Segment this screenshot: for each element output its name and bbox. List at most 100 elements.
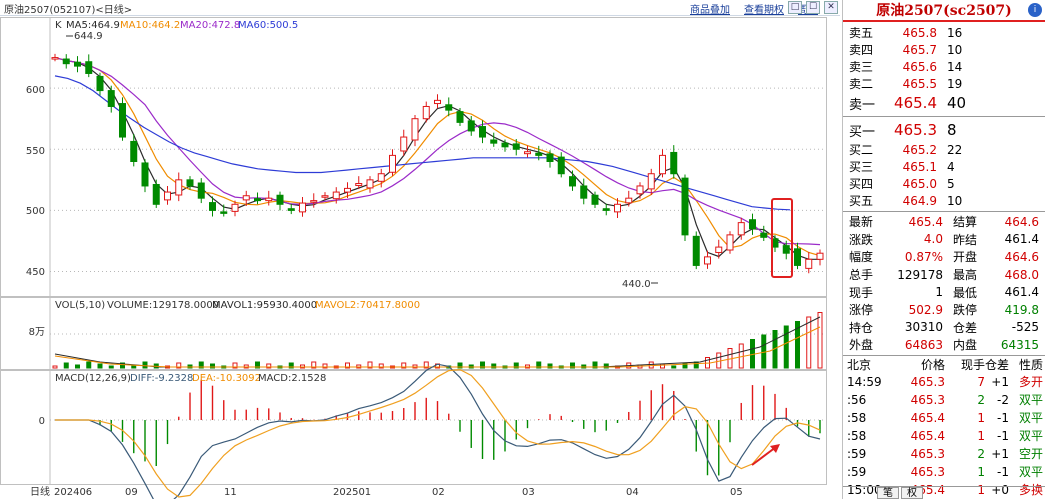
- volume-bar: [198, 361, 204, 369]
- maximize-icon[interactable]: ☐: [806, 1, 820, 14]
- volume-bar: [322, 363, 328, 369]
- restore-icon[interactable]: □: [788, 1, 802, 14]
- candle-body: [557, 156, 565, 175]
- volume-bar: [232, 362, 238, 369]
- candle-body: [377, 173, 385, 182]
- candle-body: [96, 75, 104, 92]
- volume-bar: [603, 363, 609, 369]
- stat-row: 最新 465.4 结算 464.6: [849, 214, 1039, 230]
- tick-row[interactable]: :58 465.4 1 -1 双平: [847, 410, 1043, 426]
- chart-area[interactable]: K MA5:464.9 MA10:464.2 MA20:472.8 MA60:5…: [0, 17, 840, 499]
- macd-legend-macd: MACD:2.1528: [258, 373, 326, 384]
- ask-row[interactable]: 卖二 465.5 19: [849, 76, 963, 92]
- candle-body: [794, 248, 801, 266]
- tick-row[interactable]: :58 465.4 1 -1 双平: [847, 428, 1043, 444]
- vol-legend-title: VOL(5,10): [55, 300, 105, 311]
- vol-legend-mavol2: MAVOL2:70417.8000: [315, 300, 420, 311]
- candle-body: [85, 61, 93, 74]
- tick-row[interactable]: :56 465.3 2 -2 双平: [847, 392, 1043, 408]
- book-separator: [843, 116, 1045, 117]
- macd-lines: [55, 363, 821, 499]
- contract-name: 原油2507(sc2507): [876, 3, 1012, 19]
- main-panel-frame: [0, 17, 827, 297]
- order-book-asks: 卖五 465.8 16 卖四 465.7 10 卖三 465.6 14 卖二 465.5 19 …: [843, 22, 1045, 116]
- stats-separator: [843, 211, 1045, 212]
- bid-row[interactable]: 买五 464.9 10: [849, 193, 963, 209]
- candle-body: [141, 162, 149, 187]
- candle-body: [366, 179, 374, 189]
- window-buttons: □ ☐ ✕: [788, 1, 838, 14]
- volume-bar: [120, 362, 125, 369]
- volume-bar: [671, 365, 677, 369]
- candle-body: [321, 195, 329, 198]
- ma20-line: [54, 57, 821, 246]
- moving-average-lines: [54, 57, 821, 260]
- candle-body: [445, 104, 453, 111]
- close-icon[interactable]: ✕: [824, 1, 838, 14]
- volume-bar: [491, 363, 497, 369]
- candle-body: [62, 58, 70, 65]
- overlay-products-link[interactable]: 商品叠加: [690, 5, 730, 16]
- ask-row[interactable]: 卖三 465.6 14: [849, 59, 963, 75]
- candle-body: [715, 246, 723, 253]
- candle-body: [647, 173, 655, 190]
- tick-row[interactable]: :59 465.3 2 +1 空开: [847, 446, 1043, 462]
- tick-row[interactable]: :59 465.3 1 -1 双平: [847, 464, 1043, 480]
- x-label-04: 04: [626, 487, 639, 498]
- volume-bar: [63, 362, 69, 369]
- ask-row[interactable]: 卖五 465.8 16: [849, 25, 963, 41]
- candle-body: [119, 103, 126, 138]
- annotation-arrowhead: [770, 444, 780, 453]
- x-label-11: 11: [224, 487, 237, 498]
- tab-trades[interactable]: 笔: [877, 487, 899, 499]
- dea-line: [55, 368, 821, 498]
- bid-row[interactable]: 买二 465.2 22: [849, 142, 963, 158]
- x-label-05: 05: [730, 487, 743, 498]
- candle-body: [299, 202, 306, 213]
- tick-row[interactable]: 14:59 465.3 7 +1 多开: [847, 374, 1043, 390]
- candle-body: [197, 182, 205, 199]
- tab-rights[interactable]: 权: [901, 487, 923, 499]
- x-label-02: 02: [432, 487, 445, 498]
- bid-row[interactable]: 买一 465.3 8: [849, 121, 957, 140]
- order-book-bids: 买一 465.3 8 买二 465.2 22 买三 465.1 4 买四 465.0 5 买五 4…: [843, 117, 1045, 211]
- candle-body: [614, 203, 621, 213]
- y-tick-450: 450: [26, 267, 45, 278]
- volume-bar: [378, 363, 384, 369]
- candle-body: [591, 194, 599, 205]
- candle-body: [602, 208, 610, 211]
- candle-body: [332, 191, 340, 200]
- vol-legend-volume: VOLUME:129178.0000: [107, 300, 219, 311]
- vol-y-tick: 8万: [29, 327, 45, 338]
- candle-body: [490, 139, 498, 144]
- info-icon[interactable]: i: [1028, 3, 1042, 17]
- volume-bar: [255, 361, 260, 369]
- volume-bar: [288, 362, 294, 369]
- candle-body: [434, 99, 441, 105]
- tick-rows: 14:59 465.3 7 +1 多开 :56 465.3 2 -2 双平 :58 465.4 1 -1 双…: [843, 373, 1045, 499]
- candle-body: [569, 176, 576, 187]
- volume-bar: [142, 361, 148, 369]
- candle-body: [344, 187, 351, 193]
- candle-body: [535, 152, 543, 156]
- candle-body: [512, 143, 520, 150]
- macd-y-tick: 0: [39, 416, 45, 427]
- candle-body: [659, 154, 666, 175]
- x-label-09: 09: [125, 487, 138, 498]
- candle-body: [355, 183, 363, 186]
- ma5-line: [54, 57, 820, 260]
- bid-row[interactable]: 买三 465.1 4: [849, 159, 955, 175]
- candlesticks: [51, 53, 824, 274]
- ask-row[interactable]: 卖四 465.7 10: [849, 42, 963, 58]
- ask-row[interactable]: 卖一 465.4 40: [849, 94, 967, 113]
- candle-body: [287, 208, 295, 211]
- chart-title-bar: 原油2507(052107)<日线> 商品叠加 查看期权 周期 □ ☐ ✕: [0, 0, 840, 16]
- stat-row: 现手 1 最低 461.4: [849, 285, 1039, 300]
- view-options-link[interactable]: 查看期权: [744, 5, 784, 16]
- bid-row[interactable]: 买四 465.0 5: [849, 176, 955, 192]
- kline-chart-svg[interactable]: K MA5:464.9 MA10:464.2 MA20:472.8 MA60:5…: [0, 17, 840, 499]
- volume-bar: [817, 312, 823, 369]
- candle-body: [636, 185, 644, 195]
- candle-body: [524, 151, 531, 155]
- candle-body: [816, 252, 824, 260]
